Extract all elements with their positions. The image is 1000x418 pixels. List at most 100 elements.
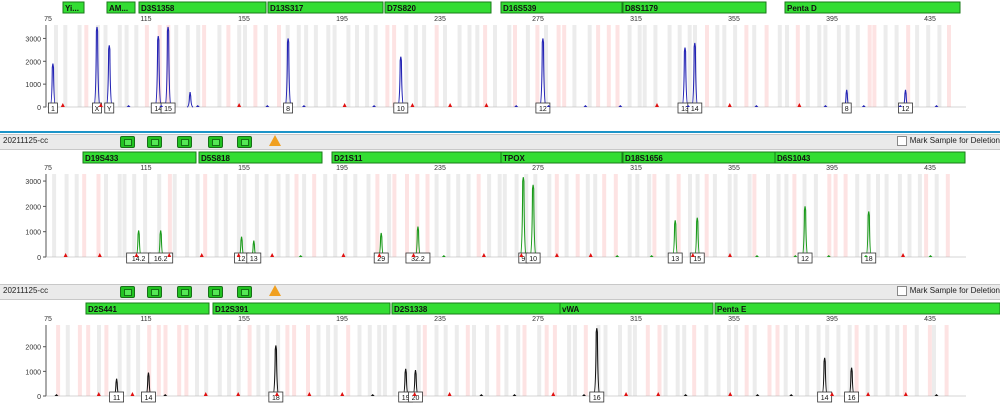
- allele-bin: [575, 174, 580, 257]
- peak[interactable]: [519, 177, 527, 258]
- allele-label-box[interactable]: [283, 102, 294, 114]
- quality-flag-icon[interactable]: [237, 286, 252, 298]
- allele-label-box[interactable]: [797, 252, 813, 264]
- allele-label-box[interactable]: [48, 102, 58, 114]
- allele-label-box[interactable]: [268, 391, 284, 403]
- allele-bin: [687, 25, 692, 107]
- allele-label-box[interactable]: [141, 391, 156, 403]
- allele-bin: [596, 325, 601, 396]
- locus-label: D18S1656: [625, 154, 663, 163]
- warning-icon[interactable]: [269, 285, 281, 296]
- peak[interactable]: [164, 26, 172, 108]
- locus-bar[interactable]: [714, 302, 1000, 315]
- warning-icon[interactable]: [269, 135, 281, 146]
- allele-label-box[interactable]: [408, 391, 423, 403]
- peak[interactable]: [865, 211, 873, 258]
- allele-label-box[interactable]: [92, 102, 102, 114]
- allele-bin: [104, 174, 108, 257]
- allele-label-box[interactable]: [687, 102, 703, 114]
- allele-bin: [276, 174, 281, 257]
- quality-flag-icon[interactable]: [177, 136, 192, 148]
- allele-label-box[interactable]: [861, 252, 877, 264]
- peak[interactable]: [284, 38, 292, 108]
- allele-bin: [202, 25, 207, 107]
- allele-label-box[interactable]: [817, 391, 833, 403]
- allele-label-box[interactable]: [525, 252, 541, 264]
- locus-bar[interactable]: [267, 1, 384, 14]
- locus-bar[interactable]: [500, 151, 623, 164]
- allele-bin: [705, 25, 709, 107]
- locus-bar[interactable]: [774, 151, 966, 164]
- allele-label-box[interactable]: [667, 252, 683, 264]
- allele-bin: [355, 25, 359, 107]
- allele-label-box[interactable]: [405, 252, 431, 264]
- allele-bin: [618, 325, 622, 396]
- locus-bar[interactable]: [784, 1, 961, 14]
- checkbox-icon[interactable]: [896, 136, 907, 146]
- allele-label-box[interactable]: [689, 252, 705, 264]
- x-tick-label: 275: [532, 316, 544, 323]
- locus-bar[interactable]: [62, 1, 85, 14]
- allele-bin: [937, 25, 942, 107]
- peak[interactable]: [593, 328, 601, 397]
- quality-flag-icon[interactable]: [120, 286, 135, 298]
- allele-label-box[interactable]: [589, 391, 605, 403]
- locus-bar[interactable]: [500, 1, 623, 14]
- allele-label: 16.2: [154, 256, 168, 263]
- peak[interactable]: [154, 36, 162, 108]
- allele-bin: [136, 325, 141, 396]
- locus-bar[interactable]: [559, 302, 714, 315]
- locus-bar[interactable]: [82, 151, 197, 164]
- quality-flag-icon[interactable]: [237, 136, 252, 148]
- peak[interactable]: [49, 63, 57, 108]
- allele-label-box[interactable]: [898, 102, 913, 114]
- quality-flag-icon[interactable]: [120, 136, 135, 148]
- peak[interactable]: [397, 56, 405, 108]
- allele-label-box[interactable]: [246, 252, 262, 264]
- quality-flag-icon[interactable]: [177, 286, 192, 298]
- allele-bin: [752, 25, 757, 107]
- allele-bin: [323, 174, 328, 257]
- artifact-mark: [618, 105, 623, 107]
- allele-label: 29: [377, 256, 385, 263]
- allele-label-box[interactable]: [841, 102, 852, 114]
- mark-sample-for-deletion-checkbox[interactable]: Mark Sample for Deletion: [896, 136, 1000, 146]
- peak[interactable]: [272, 345, 280, 397]
- locus-bar[interactable]: [106, 1, 136, 14]
- allele-label-box[interactable]: [393, 102, 409, 114]
- peak[interactable]: [801, 206, 809, 258]
- peak[interactable]: [186, 92, 194, 108]
- mark-sample-for-deletion-checkbox[interactable]: Mark Sample for Deletion: [896, 286, 1000, 296]
- x-tick-label: 435: [924, 316, 936, 323]
- allele-label-box[interactable]: [373, 252, 389, 264]
- locus-bar[interactable]: [212, 302, 391, 315]
- allele-label-box[interactable]: [109, 391, 124, 403]
- allele-label-box[interactable]: [148, 252, 174, 264]
- quality-flag-icon[interactable]: [208, 136, 223, 148]
- allele-bin: [326, 25, 331, 107]
- peak[interactable]: [681, 47, 689, 108]
- allele-bin: [752, 325, 757, 396]
- quality-flag-icon[interactable]: [208, 286, 223, 298]
- locus-bar[interactable]: [85, 302, 210, 315]
- peak[interactable]: [529, 184, 537, 258]
- allele-label-box[interactable]: [160, 102, 176, 114]
- allele-label-box[interactable]: [535, 102, 551, 114]
- quality-flag-icon[interactable]: [147, 136, 162, 148]
- checkbox-icon[interactable]: [896, 286, 907, 296]
- allele-bin: [572, 325, 577, 396]
- artifact-mark: [370, 394, 375, 396]
- locus-bar[interactable]: [198, 151, 323, 164]
- allele-label-box[interactable]: [104, 102, 115, 114]
- allele-bin: [883, 25, 888, 107]
- quality-flag-icon[interactable]: [147, 286, 162, 298]
- allele-label-box[interactable]: [844, 391, 859, 403]
- peak[interactable]: [691, 42, 699, 108]
- locus-bar[interactable]: [384, 1, 492, 14]
- locus-bar[interactable]: [622, 1, 767, 14]
- allele-bin: [312, 174, 317, 257]
- peak[interactable]: [105, 45, 113, 108]
- locus-bar[interactable]: [138, 1, 267, 14]
- peak[interactable]: [539, 38, 547, 108]
- peak[interactable]: [93, 26, 101, 108]
